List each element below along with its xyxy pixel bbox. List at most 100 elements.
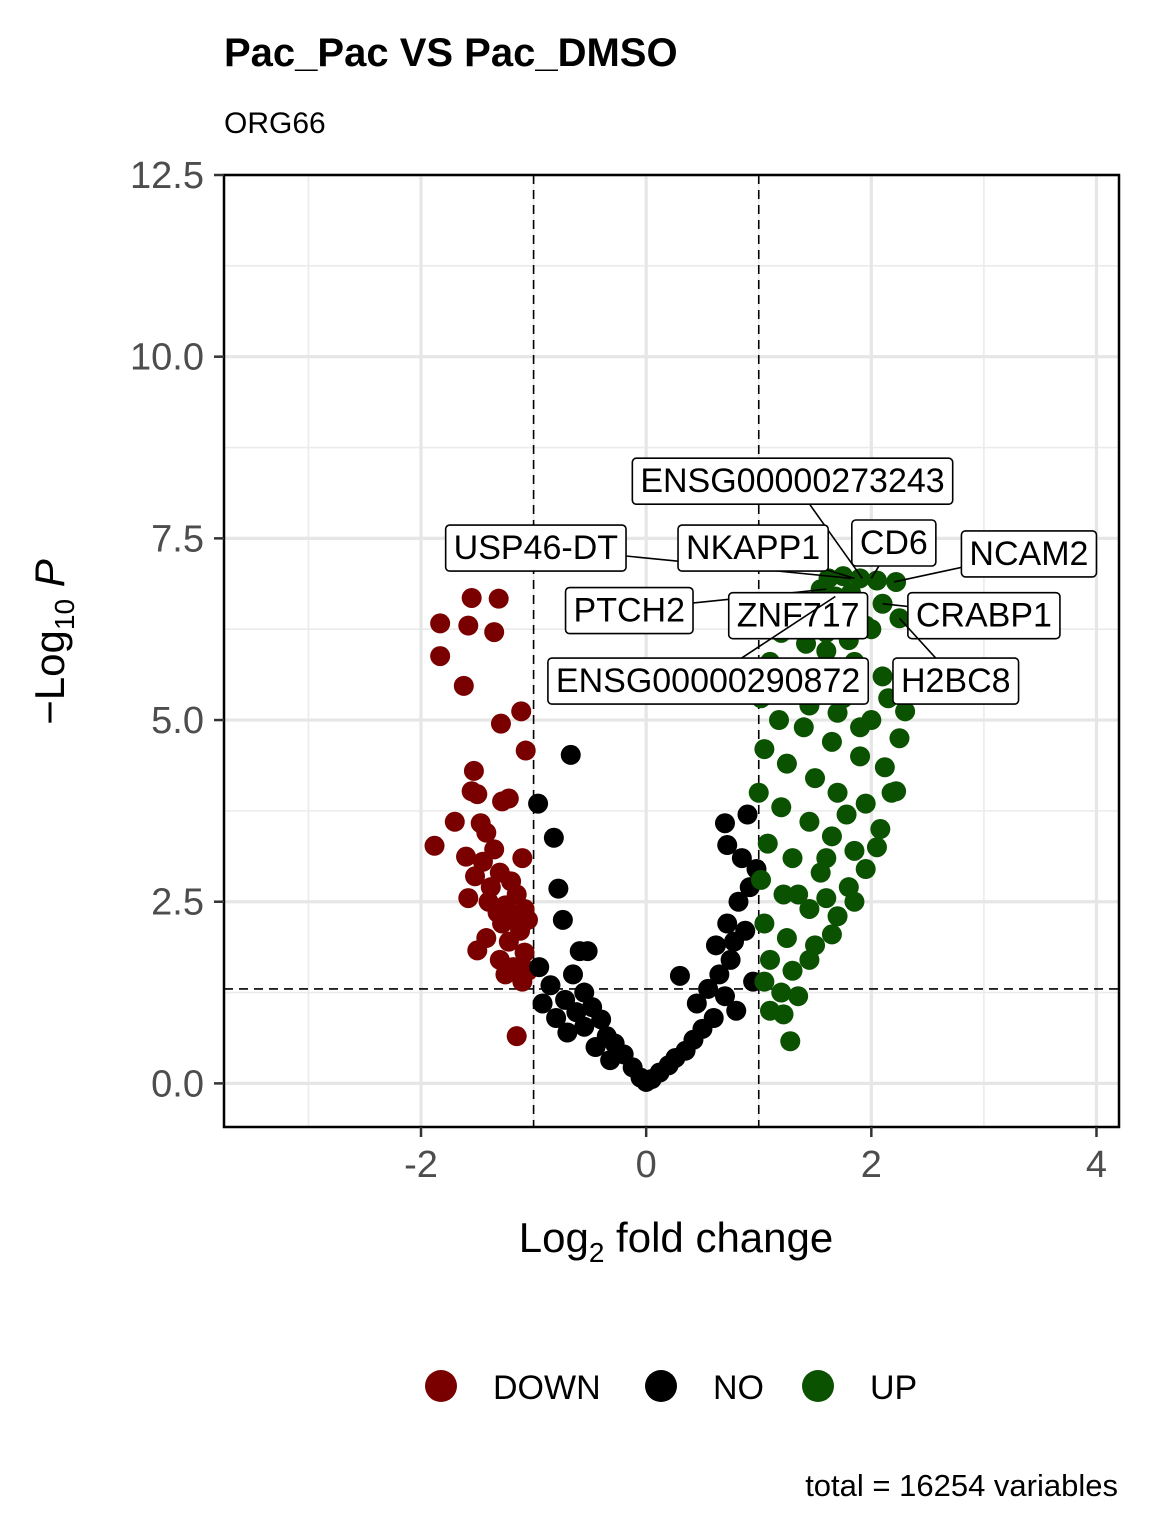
point-up <box>844 840 865 861</box>
point-down <box>492 791 513 812</box>
point-up <box>799 898 820 919</box>
point-down <box>463 760 484 781</box>
point-no <box>585 1037 606 1058</box>
point-down <box>498 931 519 952</box>
point-no <box>562 964 583 985</box>
point-down <box>484 622 505 643</box>
gene-label-text: CRABP1 <box>916 597 1052 635</box>
point-down <box>461 587 482 608</box>
point-down <box>424 835 445 856</box>
point-down <box>467 784 488 805</box>
point-up <box>754 739 775 760</box>
gene-label: ENSG00000290872 <box>547 595 870 705</box>
point-no <box>705 935 726 956</box>
point-up <box>872 666 893 687</box>
point-up <box>850 746 871 767</box>
point-down <box>465 866 486 887</box>
legend: DOWN NO UP <box>425 1369 917 1407</box>
point-down <box>430 646 451 667</box>
y-tick-label: 12.5 <box>130 155 204 197</box>
point-no <box>728 891 749 912</box>
point-down <box>456 846 477 867</box>
point-down <box>512 971 533 992</box>
point-down <box>490 713 511 734</box>
point-down <box>430 613 451 634</box>
point-no <box>669 965 690 986</box>
point-down <box>488 588 509 609</box>
legend-label: UP <box>870 1369 917 1407</box>
gene-label-box <box>444 524 627 572</box>
gene-label-box <box>851 519 937 567</box>
gene-label-box <box>960 530 1098 578</box>
point-no <box>569 941 590 962</box>
plot-panel-border <box>222 173 1121 1129</box>
point-up <box>773 884 794 905</box>
legend-item-down: DOWN <box>425 1369 601 1407</box>
point-up <box>793 717 814 738</box>
y-axis-ticks: 0.0 2.5 5.0 7.5 10.0 12.5 <box>130 155 224 1105</box>
point-up <box>844 891 865 912</box>
point-up <box>760 949 781 970</box>
gene-label-box <box>631 457 954 506</box>
y-tick-label: 5.0 <box>151 700 204 742</box>
gene-label: CRABP1 <box>882 591 1061 640</box>
point-no <box>714 813 735 834</box>
point-up <box>776 753 797 774</box>
point-down <box>492 913 513 934</box>
legend-label: DOWN <box>493 1369 601 1407</box>
point-up <box>874 757 895 778</box>
point-no <box>698 978 719 999</box>
series-up <box>748 566 916 1052</box>
point-up <box>866 570 887 591</box>
point-up <box>889 728 910 749</box>
legend-label: NO <box>713 1369 764 1407</box>
point-no <box>720 949 741 970</box>
gene-label: NCAM2 <box>893 530 1098 583</box>
point-no <box>737 804 758 825</box>
gene-label-text: ZNF717 <box>737 597 860 635</box>
point-down <box>506 1026 527 1047</box>
point-no <box>600 1050 621 1071</box>
point-up <box>748 782 769 803</box>
point-no <box>552 909 573 930</box>
point-no <box>717 835 738 856</box>
gene-label: ZNF717 <box>727 591 869 640</box>
point-no <box>703 1007 724 1028</box>
point-up <box>788 986 809 1007</box>
gene-label: ENSG00000273243 <box>631 457 954 579</box>
point-up <box>866 837 887 858</box>
x-tick-label: -2 <box>404 1144 438 1186</box>
point-up <box>751 869 771 890</box>
y-tick-label: 10.0 <box>130 337 204 379</box>
point-no <box>543 827 564 848</box>
point-down <box>515 740 536 761</box>
point-no <box>548 878 569 899</box>
point-no <box>686 993 707 1014</box>
point-down <box>458 615 479 636</box>
point-up <box>780 1031 801 1052</box>
gene-label-box <box>677 524 830 572</box>
gene-label-text: USP46-DT <box>454 529 618 567</box>
point-no <box>591 1009 612 1030</box>
point-no <box>714 986 735 1007</box>
series-no <box>528 744 767 1092</box>
point-up <box>816 641 837 661</box>
gene-label-box <box>564 586 694 635</box>
point-up <box>769 710 790 731</box>
caption: total = 16254 variables <box>805 1468 1118 1503</box>
legend-swatch <box>645 1370 677 1402</box>
point-no <box>529 957 550 978</box>
gene-label: NKAPP1 <box>677 524 855 580</box>
point-up <box>833 566 854 587</box>
point-down <box>512 848 533 869</box>
gene-label-text: NCAM2 <box>969 535 1088 573</box>
gene-label: CD6 <box>851 519 937 579</box>
point-no <box>717 913 738 934</box>
y-axis-title: −Log10 P <box>26 559 80 724</box>
point-no <box>557 1022 578 1043</box>
cutoff-lines <box>224 175 1119 1127</box>
point-up <box>821 924 842 945</box>
point-no <box>735 920 756 941</box>
y-tick-label: 7.5 <box>151 518 204 560</box>
point-down <box>476 822 497 843</box>
